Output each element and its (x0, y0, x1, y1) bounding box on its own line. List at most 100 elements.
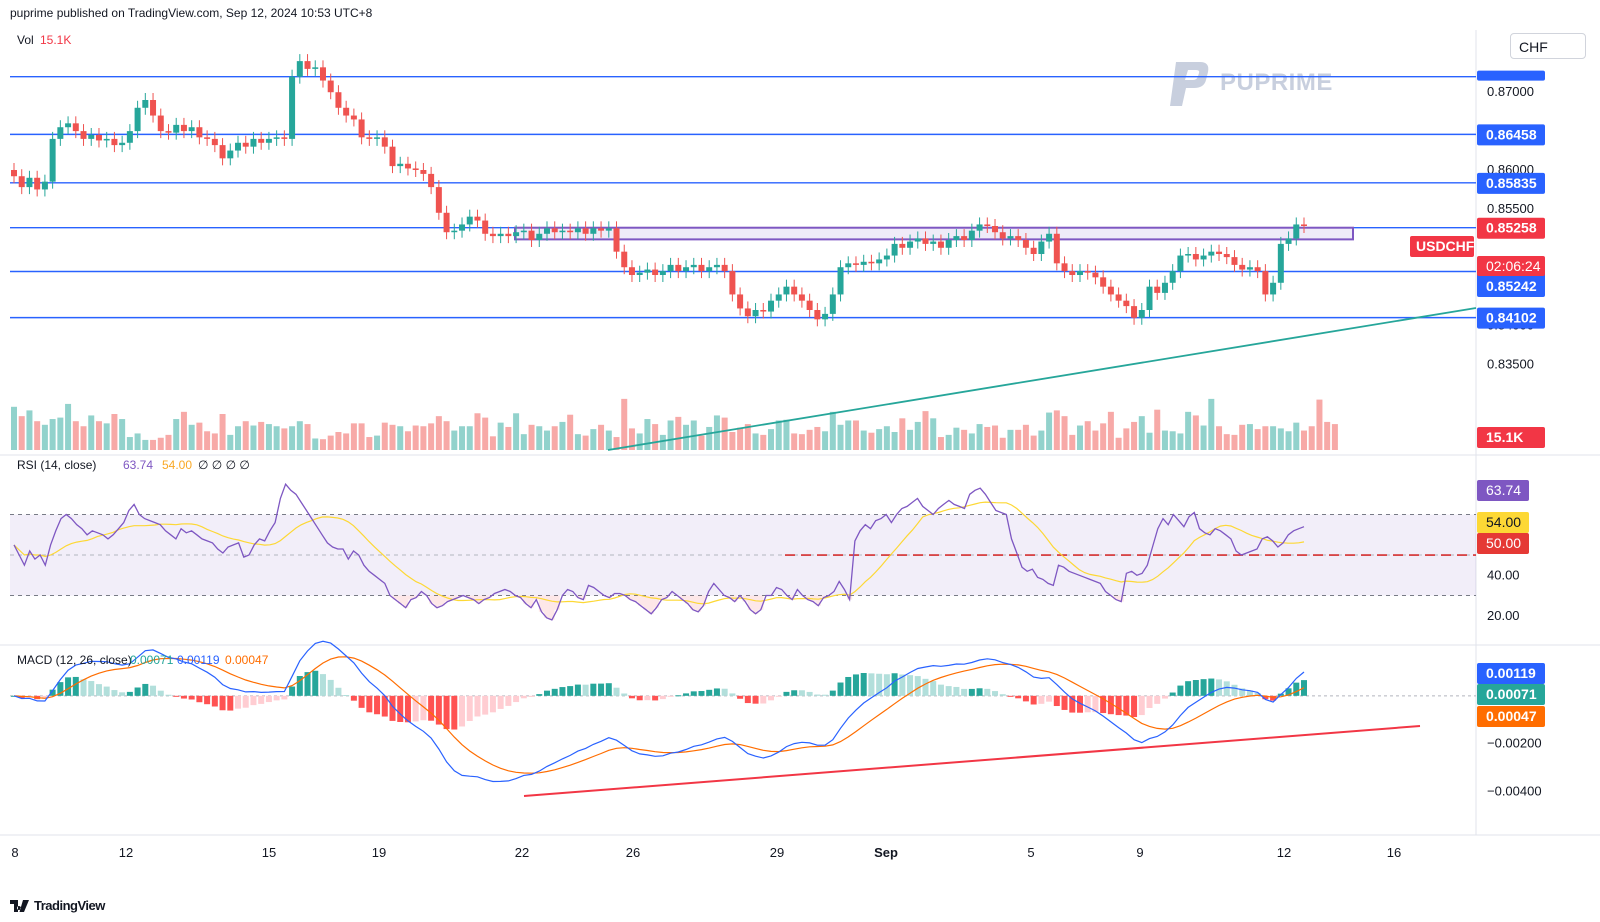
candle-body (1223, 254, 1230, 258)
candle-body (837, 267, 844, 295)
macd-histogram-bar (737, 695, 744, 699)
candle-body (296, 61, 303, 77)
macd-histogram-bar (667, 695, 674, 697)
volume-bar (891, 432, 898, 450)
volume-bar (435, 416, 442, 450)
candle-body (945, 240, 952, 248)
candle-body (466, 216, 473, 225)
macd-histogram-bar (95, 684, 102, 696)
macd-histogram-bar (1007, 695, 1014, 697)
candle-body (134, 107, 141, 132)
rsi-line (13, 482, 1305, 621)
macd-histogram-bar (636, 695, 643, 701)
candle-body (250, 138, 257, 147)
candle-body (899, 243, 906, 248)
macd-histogram-bar (930, 681, 937, 696)
volume-bar (814, 426, 821, 450)
candle-body (335, 92, 342, 108)
candle-body (768, 300, 775, 312)
rsi-oversold-fill (575, 595, 581, 598)
candle-body (489, 233, 496, 237)
macd-histogram-bar (644, 695, 651, 701)
volume-bar (567, 414, 574, 450)
volume-bar (404, 431, 411, 450)
candle-body (737, 294, 744, 309)
macd-histogram-bar (1270, 695, 1277, 701)
candle-body (428, 173, 435, 188)
macd-histogram-bar (598, 683, 605, 696)
volume-bar (312, 438, 319, 450)
volume-bar (366, 437, 373, 450)
macd-histogram-bar (914, 676, 921, 696)
countdown-label: 02:06:24 (1486, 258, 1541, 274)
macd-histogram-bar (1092, 695, 1099, 713)
macd-hist-tag: 0.00071 (1486, 686, 1537, 702)
rsi-oversold-fill (685, 595, 691, 604)
rsi-oversold-fill (465, 595, 471, 598)
candle-body (860, 261, 867, 265)
macd-histogram-bar (1223, 681, 1230, 696)
macd-histogram-bar (806, 691, 813, 696)
macd-histogram-bar (543, 690, 550, 696)
volume-bar (1277, 428, 1284, 450)
candle-body (574, 228, 581, 233)
macd-histogram-bar (65, 677, 72, 696)
rsi-value-tag: 63.74 (1486, 482, 1521, 498)
candle-body (953, 236, 960, 240)
candle-body (319, 67, 326, 81)
macd-hist-tag-bg (1477, 684, 1545, 705)
candle-body (1123, 300, 1130, 307)
macd-histogram-bar (528, 695, 535, 697)
candle-body (242, 142, 249, 147)
rsi-oversold-fill (434, 595, 440, 608)
macd-histogram-bar (775, 695, 782, 697)
candle-body (1169, 271, 1176, 283)
macd-histogram-bar (157, 690, 164, 696)
volume-bar (1308, 426, 1315, 450)
macd-histogram-bar (744, 695, 751, 704)
macd-histogram-bar (752, 695, 759, 704)
macd-histogram-bar (768, 695, 775, 701)
macd-histogram-bar (327, 679, 334, 696)
macd-histogram-bar (961, 688, 968, 696)
tradingview-footer[interactable]: TradingView (10, 898, 105, 913)
volume-bar (281, 428, 288, 450)
macd-histogram-bar (235, 695, 242, 709)
macd-histogram-bar (335, 687, 342, 696)
rsi-oversold-fill (632, 595, 639, 602)
volume-bar (11, 406, 17, 450)
currency-selector[interactable]: CHF (1510, 33, 1586, 59)
macd-histogram-bar (1216, 679, 1223, 696)
x-tick-label: 15 (262, 845, 276, 860)
x-tick-label: 8 (11, 845, 18, 860)
candle-body (984, 224, 991, 226)
volume-bar (88, 415, 95, 450)
rsi-legend-value: 63.74 (123, 458, 153, 472)
rsi-oversold-fill (580, 595, 586, 600)
candle-body (1154, 286, 1161, 293)
candle-body (1231, 257, 1238, 265)
last-price-tag-bg (1477, 217, 1545, 239)
candle-body (1216, 251, 1223, 254)
volume-bar (26, 410, 33, 450)
candle-body (775, 294, 782, 301)
candle-body (1200, 255, 1207, 260)
volume-bar (706, 426, 713, 450)
candle-body (1092, 272, 1099, 278)
rsi-oversold-fill (648, 595, 654, 614)
candle-body (590, 228, 597, 234)
macd-histogram-bar (1146, 695, 1153, 708)
candle-body (1138, 310, 1145, 318)
macd-histogram-bar (621, 693, 628, 696)
volume-bar (273, 426, 280, 450)
volume-bar (613, 437, 620, 450)
candle-body (706, 267, 713, 272)
candle-body (567, 230, 574, 233)
candle-body (1030, 247, 1037, 254)
volume-bar (775, 420, 782, 450)
volume-bar (791, 433, 798, 450)
candle-body (1100, 277, 1107, 287)
volume-bar (822, 431, 829, 450)
macd-histogram-bar (937, 684, 944, 696)
